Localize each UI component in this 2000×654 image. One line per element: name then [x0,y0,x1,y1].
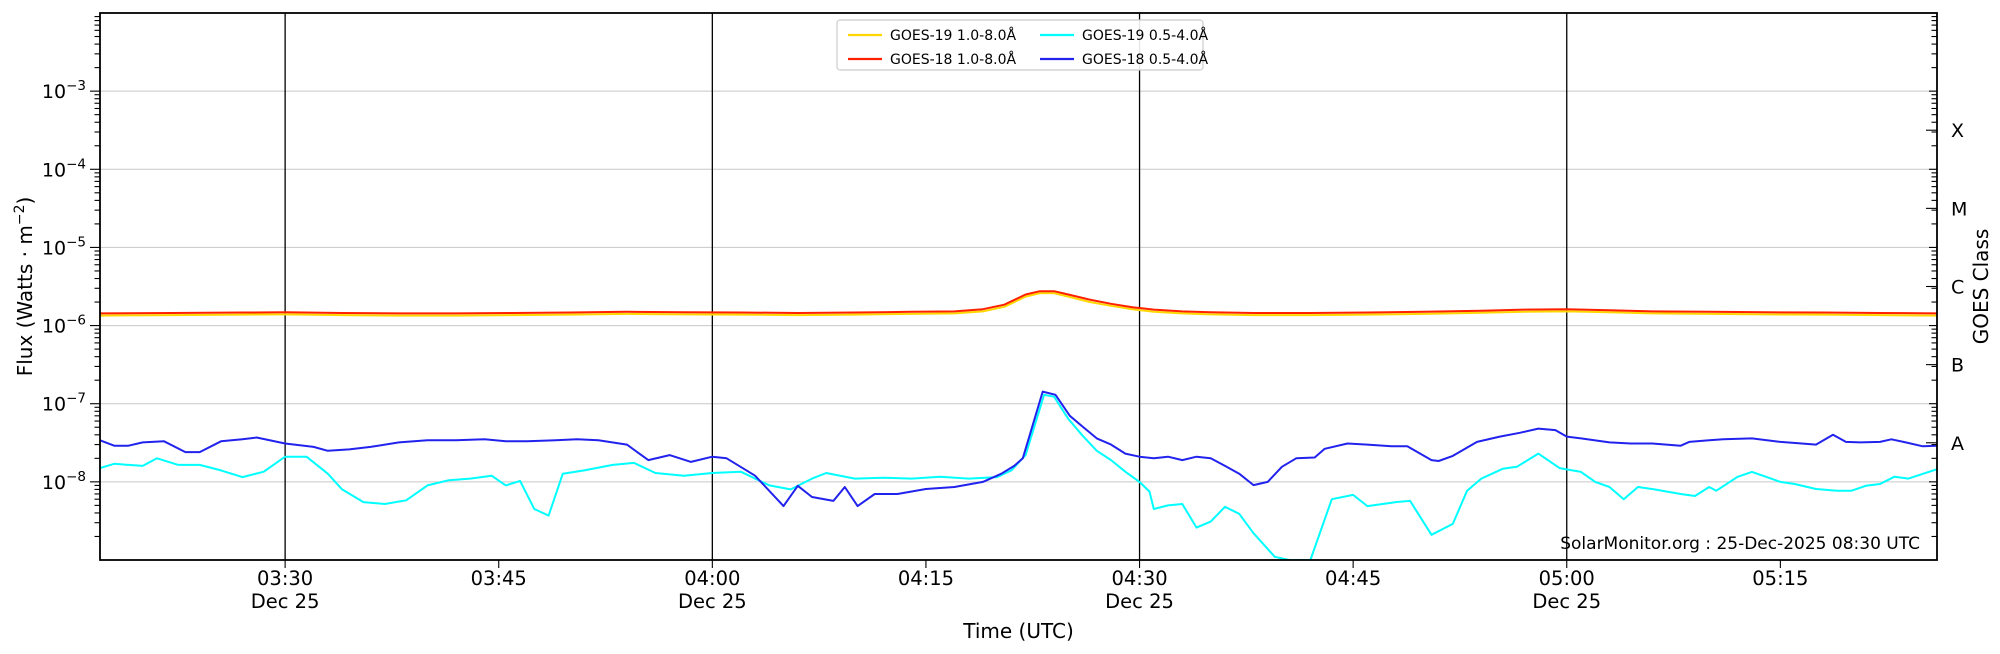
y-tick-labels: 10−3 10−4 10−5 10−6 10−7 10−8 [42,78,86,494]
source-annotation: SolarMonitor.org : 25-Dec-2025 08:30 UTC [1560,534,1920,554]
series-group [100,290,1937,560]
x-tick-label-05:15: 05:15 [1752,567,1808,590]
x-tick-label-03:45: 03:45 [471,567,527,590]
x-day-label-03:30: Dec 25 [251,590,320,613]
goes-class-label-A: A [1951,433,1964,455]
legend-label-goes-19-1.0-8.0-: GOES-19 1.0-8.0Å [890,27,1016,44]
legend-label-goes-18-1.0-8.0-: GOES-18 1.0-8.0Å [890,51,1016,68]
goes-class-label-C: C [1951,277,1964,299]
gridlines [100,90,1937,483]
x-tick-label-04:00: 04:00 [684,567,740,590]
x-day-label-04:30: Dec 25 [1105,590,1174,613]
y-tick-label-1e-8: 10−8 [42,469,86,494]
series-line-goes-18-1.0-8.0- [100,290,1937,315]
axis-ticks [90,16,1937,568]
plot-border [99,12,1938,561]
y-tick-label-1e-5: 10−5 [42,234,86,259]
y-tick-label-1e-6: 10−6 [42,313,86,338]
goes-class-labels: X M C B A [1951,120,1967,455]
legend: GOES-19 1.0-8.0Å GOES-18 1.0-8.0Å GOES-19 … [836,19,1208,71]
legend-label-goes-18-0.5-4.0-: GOES-18 0.5-4.0Å [1082,51,1208,68]
x-day-label-04:00: Dec 25 [678,590,747,613]
y-axis-title: Flux (Watts · m−2) [12,197,37,377]
goes-class-label-X: X [1951,120,1964,142]
x-tick-label-04:45: 04:45 [1325,567,1381,590]
legend-label-goes-19-0.5-4.0-: GOES-19 0.5-4.0Å [1082,27,1208,44]
y-tick-label-1e-3: 10−3 [42,78,86,103]
y-tick-label-1e-7: 10−7 [42,391,86,416]
x-tick-label-04:30: 04:30 [1111,567,1167,590]
y-tick-label-1e-4: 10−4 [42,156,86,181]
x-axis-title: Time (UTC) [962,619,1074,643]
x-day-label-05:00: Dec 25 [1532,590,1601,613]
series-line-goes-18-0.5-4.0- [100,390,1937,508]
right-axis-title: GOES Class [1969,229,1993,345]
goes-class-label-B: B [1951,355,1964,377]
x-tick-label-04:15: 04:15 [898,567,954,590]
series-line-goes-19-1.0-8.0- [100,292,1937,317]
x-tick-label-03:30: 03:30 [257,567,313,590]
legend-box [836,19,1204,71]
goes-class-label-M: M [1951,198,1967,220]
series-line-goes-19-0.5-4.0- [100,393,1937,560]
x-tick-label-05:00: 05:00 [1539,567,1595,590]
